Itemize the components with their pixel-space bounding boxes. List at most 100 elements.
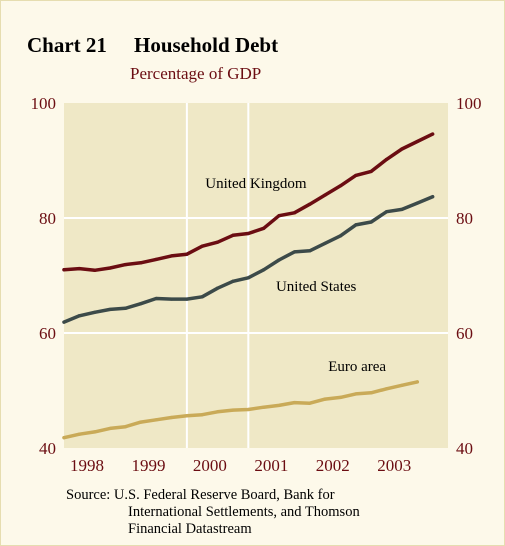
point-united-states-18 bbox=[338, 234, 343, 238]
point-united-kingdom-18 bbox=[338, 184, 343, 188]
chart-subtitle: Percentage of GDP bbox=[130, 64, 262, 83]
point-euro-area-23 bbox=[415, 380, 419, 384]
point-euro-area-22 bbox=[400, 383, 404, 387]
point-united-states-0 bbox=[62, 320, 66, 324]
point-united-kingdom-14 bbox=[277, 214, 281, 218]
point-united-states-9 bbox=[200, 295, 204, 299]
point-united-kingdom-12 bbox=[246, 231, 250, 236]
point-united-kingdom-8 bbox=[185, 252, 189, 256]
point-euro-area-1 bbox=[77, 432, 81, 436]
y-tick-right-60: 60 bbox=[456, 324, 473, 343]
series-label-united-states: United States bbox=[276, 279, 357, 295]
point-euro-area-0 bbox=[62, 436, 66, 440]
y-tick-right-100: 100 bbox=[456, 94, 482, 113]
point-united-kingdom-21 bbox=[384, 157, 389, 161]
point-united-kingdom-16 bbox=[308, 202, 312, 206]
point-united-states-21 bbox=[384, 210, 389, 214]
point-united-states-16 bbox=[308, 249, 312, 253]
point-united-kingdom-6 bbox=[154, 257, 158, 261]
point-united-kingdom-9 bbox=[200, 244, 204, 248]
point-united-states-10 bbox=[216, 286, 220, 290]
source-line-3: Financial Datastream bbox=[128, 521, 252, 537]
point-united-kingdom-17 bbox=[323, 193, 327, 197]
point-united-kingdom-13 bbox=[262, 226, 266, 230]
point-united-states-11 bbox=[231, 279, 235, 283]
point-euro-area-14 bbox=[277, 403, 281, 408]
point-united-states-14 bbox=[277, 258, 281, 262]
x-tick-2000: 2000 bbox=[193, 456, 227, 475]
point-united-states-12 bbox=[246, 276, 250, 280]
point-united-states-8 bbox=[185, 297, 189, 301]
point-united-kingdom-7 bbox=[169, 254, 174, 258]
point-united-states-17 bbox=[323, 241, 327, 245]
point-euro-area-20 bbox=[369, 391, 373, 395]
point-euro-area-10 bbox=[216, 410, 220, 414]
point-united-states-5 bbox=[139, 302, 143, 306]
point-united-kingdom-23 bbox=[415, 139, 419, 144]
point-united-kingdom-4 bbox=[123, 262, 128, 267]
point-united-kingdom-22 bbox=[400, 147, 404, 151]
point-united-kingdom-15 bbox=[292, 211, 296, 215]
y-tick-right-80: 80 bbox=[456, 209, 473, 228]
point-united-states-15 bbox=[292, 250, 296, 254]
point-euro-area-13 bbox=[262, 405, 266, 409]
point-united-kingdom-3 bbox=[108, 266, 112, 270]
point-united-kingdom-5 bbox=[139, 261, 143, 265]
point-united-kingdom-11 bbox=[231, 233, 235, 237]
y-tick-left-80: 80 bbox=[39, 209, 56, 228]
point-euro-area-21 bbox=[384, 387, 389, 391]
point-euro-area-16 bbox=[308, 401, 312, 405]
point-euro-area-19 bbox=[354, 392, 358, 396]
series-label-united-kingdom: United Kingdom bbox=[205, 176, 307, 192]
x-tick-1998: 1998 bbox=[70, 456, 104, 475]
point-euro-area-2 bbox=[93, 430, 97, 434]
y-tick-left-40: 40 bbox=[39, 439, 56, 458]
point-euro-area-11 bbox=[231, 408, 235, 412]
point-united-kingdom-0 bbox=[62, 268, 66, 272]
point-united-states-6 bbox=[154, 296, 158, 301]
x-tick-1999: 1999 bbox=[131, 456, 165, 475]
y-tick-left-100: 100 bbox=[31, 94, 57, 113]
point-euro-area-3 bbox=[108, 426, 112, 431]
chart-number: Chart 21 bbox=[27, 33, 107, 57]
source-note: Source: U.S. Federal Reserve Board, Bank… bbox=[66, 487, 360, 538]
point-united-states-20 bbox=[369, 220, 373, 224]
point-euro-area-8 bbox=[185, 414, 189, 418]
chart-title-text: Household Debt bbox=[134, 33, 279, 57]
y-tick-right-40: 40 bbox=[456, 439, 473, 458]
point-united-states-19 bbox=[354, 223, 358, 227]
point-united-states-7 bbox=[169, 297, 174, 301]
point-united-states-24 bbox=[431, 195, 435, 199]
series-line-euro-area bbox=[62, 380, 420, 440]
chart-title: Chart 21 Household Debt bbox=[27, 33, 278, 58]
series-label-euro-area: Euro area bbox=[328, 359, 386, 375]
point-euro-area-7 bbox=[169, 415, 174, 420]
point-united-states-13 bbox=[262, 268, 266, 272]
source-line-1: U.S. Federal Reserve Board, Bank for bbox=[113, 487, 335, 503]
point-united-states-3 bbox=[108, 307, 112, 312]
point-euro-area-17 bbox=[323, 397, 327, 401]
point-euro-area-4 bbox=[123, 425, 128, 429]
point-united-states-22 bbox=[400, 207, 404, 211]
y-tick-left-60: 60 bbox=[39, 324, 56, 343]
source-line-2: International Settlements, and Thomson bbox=[128, 504, 360, 520]
x-tick-2002: 2002 bbox=[316, 456, 350, 475]
x-tick-2003: 2003 bbox=[377, 456, 411, 475]
point-united-states-23 bbox=[415, 201, 419, 205]
point-euro-area-15 bbox=[292, 400, 296, 405]
point-euro-area-9 bbox=[200, 413, 204, 417]
point-united-states-2 bbox=[93, 310, 97, 314]
point-euro-area-6 bbox=[154, 418, 158, 422]
point-united-kingdom-2 bbox=[93, 268, 97, 272]
point-euro-area-12 bbox=[246, 407, 250, 412]
point-united-kingdom-1 bbox=[77, 267, 81, 271]
point-united-states-1 bbox=[77, 314, 81, 318]
point-united-states-4 bbox=[123, 306, 128, 310]
point-united-kingdom-24 bbox=[431, 132, 435, 136]
point-euro-area-18 bbox=[338, 395, 343, 399]
x-tick-2001: 2001 bbox=[254, 456, 288, 475]
point-united-kingdom-19 bbox=[354, 173, 358, 178]
point-united-kingdom-10 bbox=[216, 240, 220, 244]
point-euro-area-5 bbox=[139, 420, 143, 424]
